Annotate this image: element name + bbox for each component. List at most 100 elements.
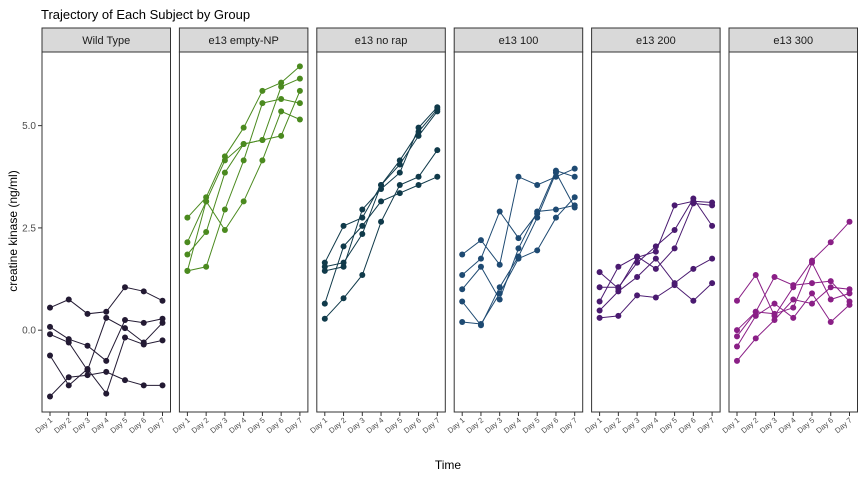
x-tick-label: Day 5 xyxy=(658,416,679,435)
x-tick-label: Day 5 xyxy=(521,416,542,435)
data-point-nr-4-day-5 xyxy=(397,190,403,196)
data-point-e100-4-day-1 xyxy=(459,299,465,305)
data-point-enp-2-day-7 xyxy=(297,76,303,82)
x-tick-label: Day 6 xyxy=(402,416,423,435)
facet-strip-label: e13 empty-NP xyxy=(208,35,278,47)
data-point-enp-3-day-3 xyxy=(222,170,228,176)
data-point-wt-2-day-5 xyxy=(122,317,128,323)
x-tick-label: Day 2 xyxy=(52,416,73,435)
data-point-enp-2-day-1 xyxy=(184,239,190,245)
data-point-nr-5-day-5 xyxy=(397,182,403,188)
data-point-e100-5-day-3 xyxy=(497,290,503,296)
data-point-wt-4-day-2 xyxy=(66,382,72,388)
data-point-e300-2-day-6 xyxy=(828,278,834,284)
data-point-nr-5-day-7 xyxy=(434,147,440,153)
x-tick-label: Day 2 xyxy=(327,416,348,435)
data-point-enp-5-day-4 xyxy=(241,198,247,204)
x-tick-label: Day 6 xyxy=(265,416,286,435)
data-point-nr-4-day-6 xyxy=(416,182,422,188)
y-tick-label: 0.0 xyxy=(22,326,36,337)
data-point-enp-4-day-6 xyxy=(278,96,284,102)
data-point-wt-4-day-7 xyxy=(160,337,166,343)
data-point-enp-5-day-1 xyxy=(184,268,190,274)
data-point-wt-2-day-6 xyxy=(141,320,147,326)
data-point-e300-2-day-1 xyxy=(734,327,740,333)
data-point-e100-1-day-2 xyxy=(478,237,484,243)
data-point-e200-4-day-3 xyxy=(634,274,640,280)
data-point-wt-1-day-7 xyxy=(160,298,166,304)
data-point-wt-3-day-5 xyxy=(122,325,128,331)
data-point-enp-2-day-3 xyxy=(222,157,228,163)
chart-title: Trajectory of Each Subject by Group xyxy=(41,7,250,22)
data-point-e200-4-day-6 xyxy=(690,266,696,272)
data-point-e200-3-day-5 xyxy=(672,245,678,251)
data-point-wt-5-day-2 xyxy=(66,374,72,380)
data-point-enp-1-day-1 xyxy=(184,215,190,221)
data-point-wt-3-day-7 xyxy=(160,320,166,326)
data-point-e100-1-day-4 xyxy=(515,174,521,180)
panel-plot-area xyxy=(179,52,308,412)
data-point-enp-4-day-7 xyxy=(297,100,303,106)
x-tick-label: Day 5 xyxy=(383,416,404,435)
data-point-e100-1-day-7 xyxy=(572,166,578,172)
x-tick-label: Day 2 xyxy=(602,416,623,435)
data-point-e200-4-day-7 xyxy=(709,256,715,262)
data-point-wt-2-day-4 xyxy=(103,358,109,364)
data-point-e300-4-day-2 xyxy=(753,313,759,319)
data-point-nr-3-day-1 xyxy=(322,268,328,274)
data-point-enp-2-day-6 xyxy=(278,84,284,90)
x-tick-label: Day 4 xyxy=(227,416,248,435)
x-tick-label: Day 6 xyxy=(127,416,148,435)
x-tick-label: Day 4 xyxy=(777,416,798,435)
x-tick-label: Day 7 xyxy=(283,416,304,435)
data-point-e200-2-day-7 xyxy=(709,223,715,229)
data-point-e300-5-day-1 xyxy=(734,358,740,364)
x-tick-label: Day 7 xyxy=(421,416,442,435)
data-point-nr-1-day-2 xyxy=(341,223,347,229)
x-axis-label: Time xyxy=(435,458,462,472)
x-tick-label: Day 2 xyxy=(739,416,760,435)
data-point-e300-1-day-7 xyxy=(847,219,853,225)
data-point-e300-5-day-6 xyxy=(828,284,834,290)
data-point-e200-5-day-2 xyxy=(615,313,621,319)
x-tick-label: Day 5 xyxy=(108,416,129,435)
data-point-nr-3-day-4 xyxy=(378,186,384,192)
facet-strip-label: e13 no rap xyxy=(355,35,408,47)
data-point-nr-5-day-2 xyxy=(341,295,347,301)
data-point-wt-1-day-4 xyxy=(103,309,109,315)
data-point-enp-5-day-6 xyxy=(278,108,284,114)
data-point-e100-4-day-6 xyxy=(553,170,559,176)
data-point-wt-5-day-1 xyxy=(47,393,53,399)
data-point-enp-1-day-7 xyxy=(297,63,303,69)
data-point-nr-2-day-3 xyxy=(359,231,365,237)
data-point-e100-2-day-2 xyxy=(478,256,484,262)
panel-plot-area xyxy=(592,52,721,412)
data-point-enp-4-day-4 xyxy=(241,157,247,163)
data-point-wt-5-day-4 xyxy=(103,369,109,375)
data-point-e200-2-day-3 xyxy=(634,260,640,266)
data-point-nr-4-day-2 xyxy=(341,243,347,249)
data-point-e300-3-day-3 xyxy=(772,311,778,317)
data-point-enp-3-day-4 xyxy=(241,141,247,147)
data-point-wt-1-day-5 xyxy=(122,284,128,290)
data-point-e200-5-day-3 xyxy=(634,292,640,298)
data-point-enp-4-day-5 xyxy=(259,100,265,106)
data-point-e300-5-day-7 xyxy=(847,286,853,292)
data-point-enp-5-day-3 xyxy=(222,227,228,233)
facet-strip-label: Wild Type xyxy=(82,35,130,47)
data-point-e300-3-day-4 xyxy=(790,305,796,311)
data-point-wt-1-day-2 xyxy=(66,297,72,303)
y-tick-label: 2.5 xyxy=(22,223,36,234)
y-axis: 0.0 2.5 5.0 xyxy=(22,121,42,337)
data-point-nr-4-day-4 xyxy=(378,198,384,204)
data-point-enp-4-day-3 xyxy=(222,207,228,213)
data-point-nr-4-day-7 xyxy=(434,174,440,180)
x-tick-label: Day 3 xyxy=(483,416,504,435)
data-point-e200-3-day-6 xyxy=(690,200,696,206)
x-tick-label: Day 3 xyxy=(758,416,779,435)
data-point-e200-4-day-1 xyxy=(597,308,603,314)
data-point-nr-5-day-4 xyxy=(378,219,384,225)
data-point-e100-2-day-7 xyxy=(572,174,578,180)
